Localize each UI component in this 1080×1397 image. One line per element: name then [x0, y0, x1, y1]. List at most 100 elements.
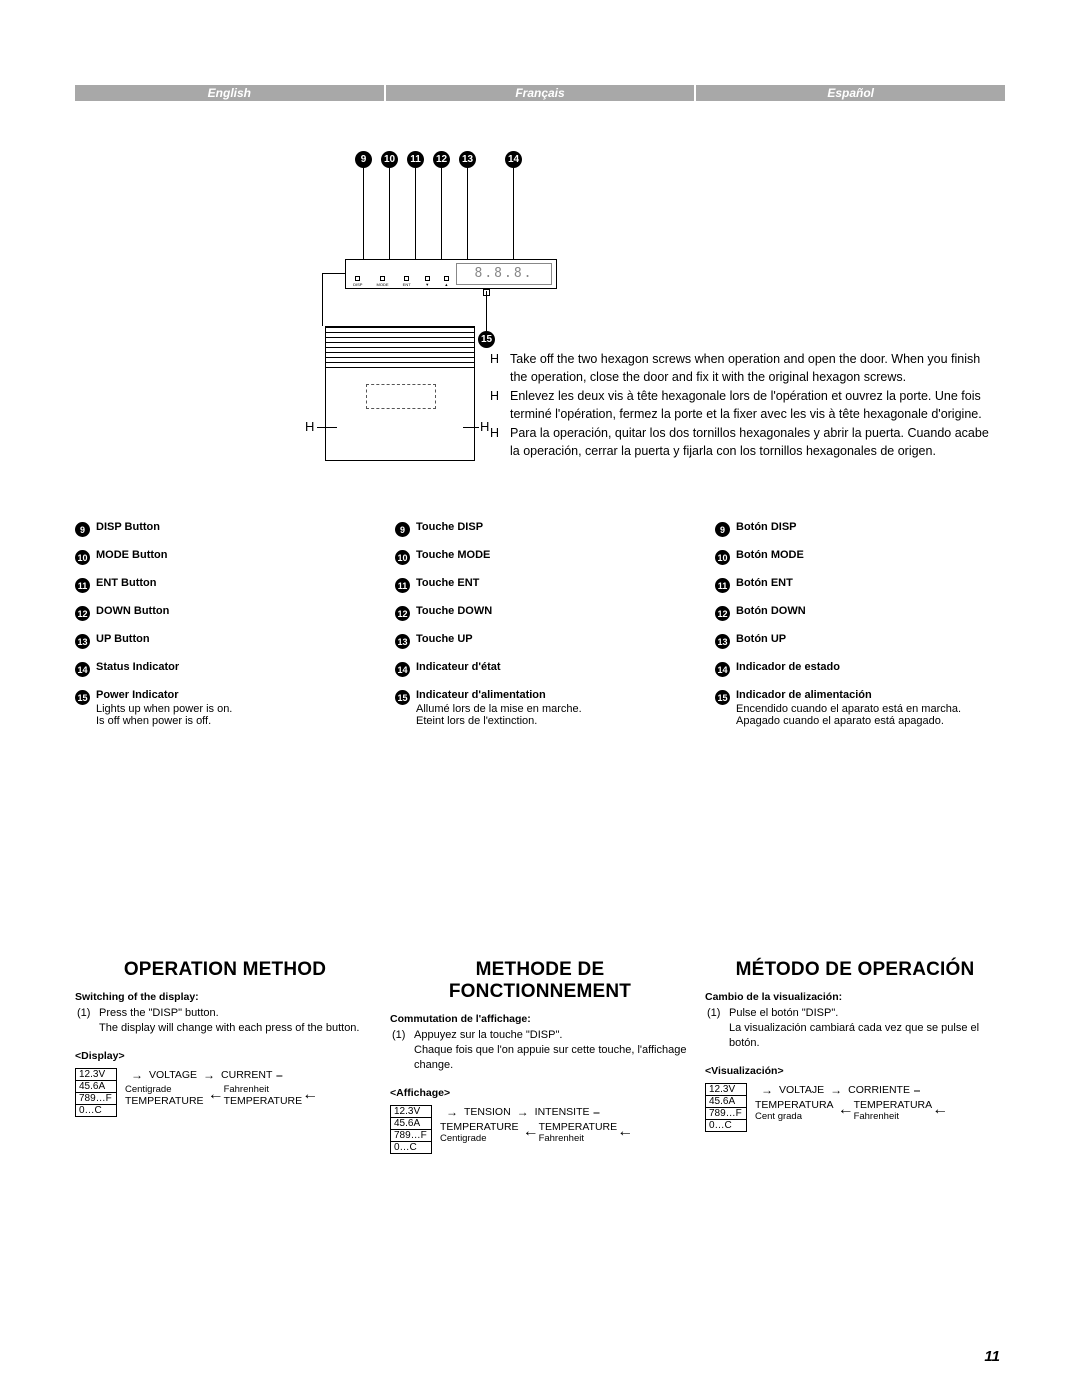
leader-line [389, 168, 390, 259]
display-label-es: <Visualización> [705, 1065, 1005, 1077]
legend-row: 11ENT Button [75, 577, 365, 593]
legend-text: Botón MODE [736, 549, 1005, 561]
legend-row: 12 Botón DOWN [715, 605, 1005, 621]
panel-btn-ent: ENT [403, 276, 411, 287]
legend-title: DOWN Button [96, 605, 365, 617]
legend-text: Touche UP [416, 633, 685, 645]
language-bar: English Français Español [75, 85, 1005, 101]
leader-line [415, 168, 416, 259]
legend-title: MODE Button [96, 549, 365, 561]
flow-voltaje: VOLTAJE [779, 1084, 824, 1096]
step-num: (1) [707, 1006, 729, 1051]
legend-row: 10Botón MODE [715, 549, 1005, 565]
legend-num: 15 [75, 690, 90, 705]
display-label-fr: <Affichage> [390, 1087, 690, 1099]
flow-fahrenheit-sub: Fahrenheit [539, 1133, 618, 1144]
flow-boxes: 12.3V 45.6A 789…F 0…C [705, 1083, 747, 1131]
step-text: Press the "DISP" button. The display wil… [99, 1006, 359, 1036]
flow-temp-f: TEMPERATURE [224, 1095, 303, 1107]
legend-row: 11 Touche ENT [395, 577, 685, 593]
leader-line [467, 168, 468, 259]
legend-text: DOWN Button [96, 605, 365, 617]
lang-espanol: Español [696, 85, 1005, 101]
op-title-es: MÉTODO DE OPERACIÓN [705, 959, 1005, 981]
op-body-es: (1) Pulse el botón "DISP". La visualizac… [705, 1006, 1005, 1051]
legend-col-es: 9Botón DISP10Botón MODE11Botón ENT12Botó… [715, 521, 1005, 739]
flow-temp-c: TEMPERATURA [755, 1099, 834, 1111]
op-col-fr: METHODE DE FONCTIONNEMENT Commutation de… [390, 959, 690, 1153]
panel-btn-up: ▲ [444, 276, 449, 287]
legend-num: 13 [715, 634, 730, 649]
legend-text: Indicateur d'alimentationAllumé lors de … [416, 689, 685, 727]
flow-en: 12.3V 45.6A 789…F 0…C →VOLTAGE →CURRENT … [75, 1068, 375, 1116]
flow-box: 0…C [705, 1119, 747, 1132]
legend-title: Status Indicator [96, 661, 365, 673]
legend-num: 12 [715, 606, 730, 621]
panel-btn-disp: DISP [353, 276, 362, 287]
panel-display: 8.8.8. [456, 263, 552, 285]
op-col-es: MÉTODO DE OPERACIÓN Cambio de la visuali… [705, 959, 1005, 1153]
legend-row: 13Touche UP [395, 633, 685, 649]
legend-text: Botón DISP [736, 521, 1005, 533]
h-instructions: H Take off the two hexagon screws when o… [490, 351, 1000, 462]
h-text-en: Take off the two hexagon screws when ope… [510, 351, 1000, 386]
flow-centigrade-sub: Centigrade [125, 1084, 204, 1095]
operation-section: OPERATION METHOD Switching of the displa… [75, 959, 1005, 1153]
legend-title: Botón UP [736, 633, 1005, 645]
legend: 9DISP Button10MODE Button11ENT Button12D… [75, 521, 1005, 739]
legend-row: 14Indicador de estado [715, 661, 1005, 677]
legend-title: DISP Button [96, 521, 365, 533]
legend-num: 11 [395, 578, 410, 593]
callout-row: 9 10 11 12 13 [355, 151, 476, 168]
flow-box: 0…C [75, 1104, 117, 1117]
legend-text: Power IndicatorLights up when power is o… [96, 689, 365, 727]
legend-text: Indicador de estado [736, 661, 1005, 673]
legend-num: 9 [75, 522, 90, 537]
power-indicator-box [483, 289, 490, 296]
lang-english: English [75, 85, 384, 101]
legend-row: 15Indicateur d'alimentationAllumé lors d… [395, 689, 685, 727]
legend-num: 9 [395, 522, 410, 537]
legend-text: Touche DOWN [416, 605, 685, 617]
flow-fahrenheit-sub: Fahrenheit [224, 1084, 303, 1095]
legend-text: Botón DOWN [736, 605, 1005, 617]
legend-num: 13 [75, 634, 90, 649]
legend-row: 9 Botón DISP [715, 521, 1005, 537]
legend-title: Touche DOWN [416, 605, 685, 617]
legend-row: 14Status Indicator [75, 661, 365, 677]
legend-num: 9 [715, 522, 730, 537]
legend-row: 12Touche DOWN [395, 605, 685, 621]
legend-text: ENT Button [96, 577, 365, 589]
legend-text: UP Button [96, 633, 365, 645]
legend-title: Touche MODE [416, 549, 685, 561]
leader-line [463, 427, 479, 428]
legend-num: 15 [715, 690, 730, 705]
flow-es: 12.3V 45.6A 789…F 0…C →VOLTAJE →CORRIENT… [705, 1083, 1005, 1131]
legend-num: 10 [75, 550, 90, 565]
op-body-fr: (1) Appuyez sur la touche "DISP". Chaque… [390, 1028, 690, 1073]
legend-title: Touche UP [416, 633, 685, 645]
h-letter: H [490, 351, 510, 386]
callout-14: 14 [505, 151, 522, 168]
step-text: Appuyez sur la touche "DISP". Chaque foi… [414, 1028, 690, 1073]
flow-voltage: VOLTAGE [149, 1069, 197, 1081]
legend-col-en: 9DISP Button10MODE Button11ENT Button12D… [75, 521, 365, 739]
op-sub-en: Switching of the display: [75, 991, 375, 1003]
h-label-left: H [305, 419, 314, 434]
step-num: (1) [392, 1028, 414, 1073]
flow-fr: 12.3V 45.6A 789…F 0…C →TENSION →INTENSIT… [390, 1105, 690, 1153]
legend-title: Botón DOWN [736, 605, 1005, 617]
flow-centigrade-sub: Centigrade [440, 1133, 519, 1144]
op-col-en: OPERATION METHOD Switching of the displa… [75, 959, 375, 1153]
legend-title: Botón MODE [736, 549, 1005, 561]
legend-row: 13 UP Button [75, 633, 365, 649]
legend-row: 15 Power IndicatorLights up when power is… [75, 689, 365, 727]
leader-line [322, 273, 345, 274]
callout-11: 11 [407, 151, 424, 168]
legend-title: ENT Button [96, 577, 365, 589]
legend-text: Botón ENT [736, 577, 1005, 589]
h-letter: H [490, 388, 510, 423]
legend-row: 14Indicateur d'état [395, 661, 685, 677]
leader-line [513, 168, 514, 259]
legend-text: Touche ENT [416, 577, 685, 589]
